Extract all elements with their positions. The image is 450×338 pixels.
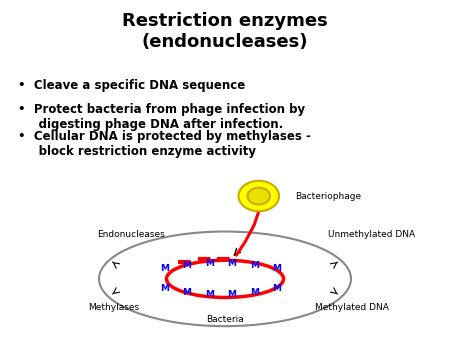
- Text: Restriction enzymes
(endonucleases): Restriction enzymes (endonucleases): [122, 12, 328, 51]
- Text: M: M: [160, 285, 169, 293]
- Text: M: M: [227, 259, 236, 268]
- Text: M: M: [227, 290, 236, 298]
- Text: M: M: [205, 290, 214, 298]
- Text: M: M: [205, 259, 214, 268]
- Text: M: M: [272, 285, 281, 293]
- Text: Methylases: Methylases: [88, 303, 139, 312]
- Text: •  Cellular DNA is protected by methylases -
     block restriction enzyme activ: • Cellular DNA is protected by methylase…: [18, 130, 311, 158]
- Text: •  Protect bacteria from phage infection by
     digesting phage DNA after infec: • Protect bacteria from phage infection …: [18, 103, 305, 131]
- Text: M: M: [250, 261, 259, 270]
- Text: M: M: [182, 288, 191, 297]
- Text: Endonucleases: Endonucleases: [97, 231, 165, 239]
- Text: M: M: [160, 264, 169, 273]
- Text: Methylated DNA: Methylated DNA: [315, 303, 389, 312]
- Text: M: M: [272, 264, 281, 273]
- Text: Unmethylated DNA: Unmethylated DNA: [328, 231, 416, 239]
- Text: •  Cleave a specific DNA sequence: • Cleave a specific DNA sequence: [18, 79, 245, 92]
- Text: M: M: [182, 261, 191, 270]
- Text: Bacteria: Bacteria: [206, 315, 244, 324]
- Text: M: M: [250, 288, 259, 297]
- Text: Bacteriophage: Bacteriophage: [295, 192, 361, 200]
- Circle shape: [238, 181, 279, 211]
- Circle shape: [248, 188, 270, 204]
